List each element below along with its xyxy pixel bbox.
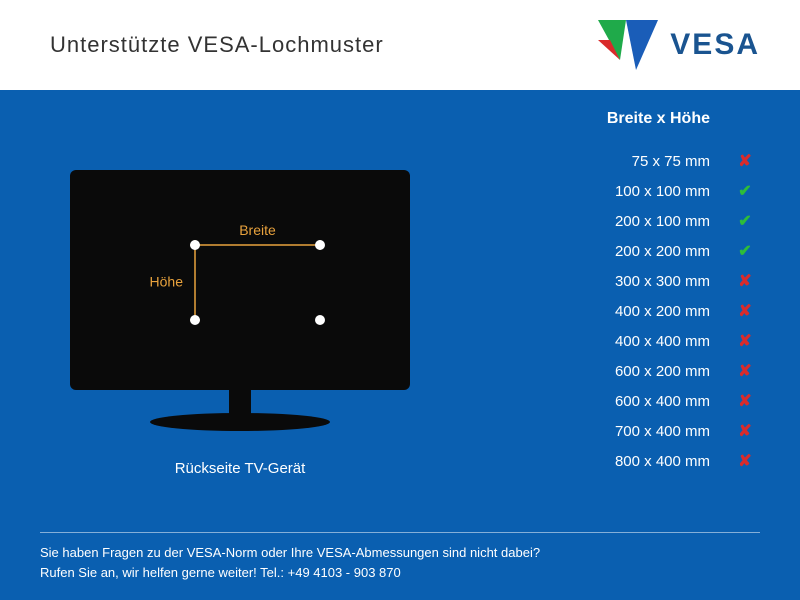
footer-line1: Sie haben Fragen zu der VESA-Norm oder I… (40, 543, 760, 563)
content-row: Breite Höhe Rückseite TV-Gerät Breite x H… (40, 110, 760, 540)
table-row: 600 x 400 mm✘ (470, 386, 760, 416)
vesa-logo: VESA (598, 20, 760, 70)
cross-icon: ✘ (730, 151, 760, 171)
cross-icon: ✘ (730, 361, 760, 381)
dimensions-table: Breite x Höhe 75 x 75 mm✘100 x 100 mm✔20… (470, 110, 760, 476)
table-row: 100 x 100 mm✔ (470, 176, 760, 206)
table-header: Breite x Höhe (470, 110, 760, 128)
cross-icon: ✘ (730, 421, 760, 441)
check-icon: ✔ (730, 241, 760, 261)
tv-diagram: Breite Höhe (50, 150, 430, 450)
cross-icon: ✘ (730, 301, 760, 321)
table-row: 75 x 75 mm✘ (470, 146, 760, 176)
check-icon: ✔ (730, 181, 760, 201)
tv-caption: Rückseite TV-Gerät (175, 460, 306, 477)
dimension-label: 200 x 100 mm (550, 213, 730, 230)
table-row: 600 x 200 mm✘ (470, 356, 760, 386)
dimension-label: 400 x 400 mm (550, 333, 730, 350)
dimension-label: 100 x 100 mm (550, 183, 730, 200)
dimension-label: 800 x 400 mm (550, 453, 730, 470)
main-panel: Breite Höhe Rückseite TV-Gerät Breite x H… (0, 90, 800, 600)
table-row: 800 x 400 mm✘ (470, 446, 760, 476)
dimension-label: 600 x 200 mm (550, 363, 730, 380)
footer-line2: Rufen Sie an, wir helfen gerne weiter! T… (40, 563, 760, 583)
svg-text:Breite: Breite (239, 222, 276, 238)
page-title: Unterstützte VESA-Lochmuster (50, 32, 384, 58)
table-row: 400 x 200 mm✘ (470, 296, 760, 326)
cross-icon: ✘ (730, 271, 760, 291)
tv-diagram-area: Breite Höhe Rückseite TV-Gerät (40, 150, 440, 477)
dimension-label: 200 x 200 mm (550, 243, 730, 260)
table-row: 400 x 400 mm✘ (470, 326, 760, 356)
dimension-label: 400 x 200 mm (550, 303, 730, 320)
check-icon: ✔ (730, 211, 760, 231)
footer-divider (40, 532, 760, 533)
cross-icon: ✘ (730, 391, 760, 411)
dimension-label: 300 x 300 mm (550, 273, 730, 290)
cross-icon: ✘ (730, 331, 760, 351)
table-row: 200 x 200 mm✔ (470, 236, 760, 266)
footer: Sie haben Fragen zu der VESA-Norm oder I… (40, 532, 760, 582)
dimension-label: 75 x 75 mm (550, 153, 730, 170)
dimension-label: 600 x 400 mm (550, 393, 730, 410)
logo-checkmark-icon (598, 20, 658, 70)
table-row: 200 x 100 mm✔ (470, 206, 760, 236)
dimension-label: 700 x 400 mm (550, 423, 730, 440)
header-bar: Unterstützte VESA-Lochmuster VESA (0, 0, 800, 90)
logo-text: VESA (670, 28, 760, 62)
table-row: 700 x 400 mm✘ (470, 416, 760, 446)
svg-text:Höhe: Höhe (150, 274, 184, 290)
table-row: 300 x 300 mm✘ (470, 266, 760, 296)
cross-icon: ✘ (730, 451, 760, 471)
